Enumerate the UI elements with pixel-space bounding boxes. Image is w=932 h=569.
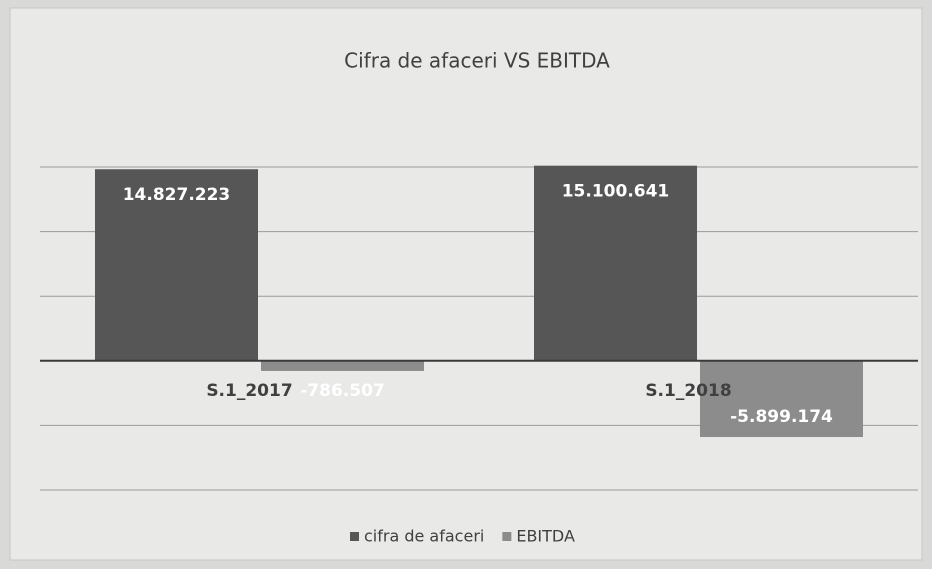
data-label: -786.507	[300, 381, 385, 401]
data-label: -5.899.174	[730, 407, 833, 427]
legend-label: EBITDA	[516, 527, 575, 546]
x-tick-label: S.1_2018	[645, 381, 731, 401]
bar	[700, 360, 863, 438]
data-label: 14.827.223	[123, 185, 231, 205]
legend-label: cifra de afaceri	[364, 527, 484, 546]
bar	[95, 169, 258, 361]
chart-title: Cifra de afaceri VS EBITDA	[344, 49, 610, 73]
data-label: 15.100.641	[562, 182, 670, 202]
x-tick-label: S.1_2017	[206, 381, 292, 401]
bar	[261, 360, 424, 371]
legend-swatch	[502, 532, 512, 541]
legend-swatch	[350, 532, 359, 541]
bar	[534, 165, 697, 361]
